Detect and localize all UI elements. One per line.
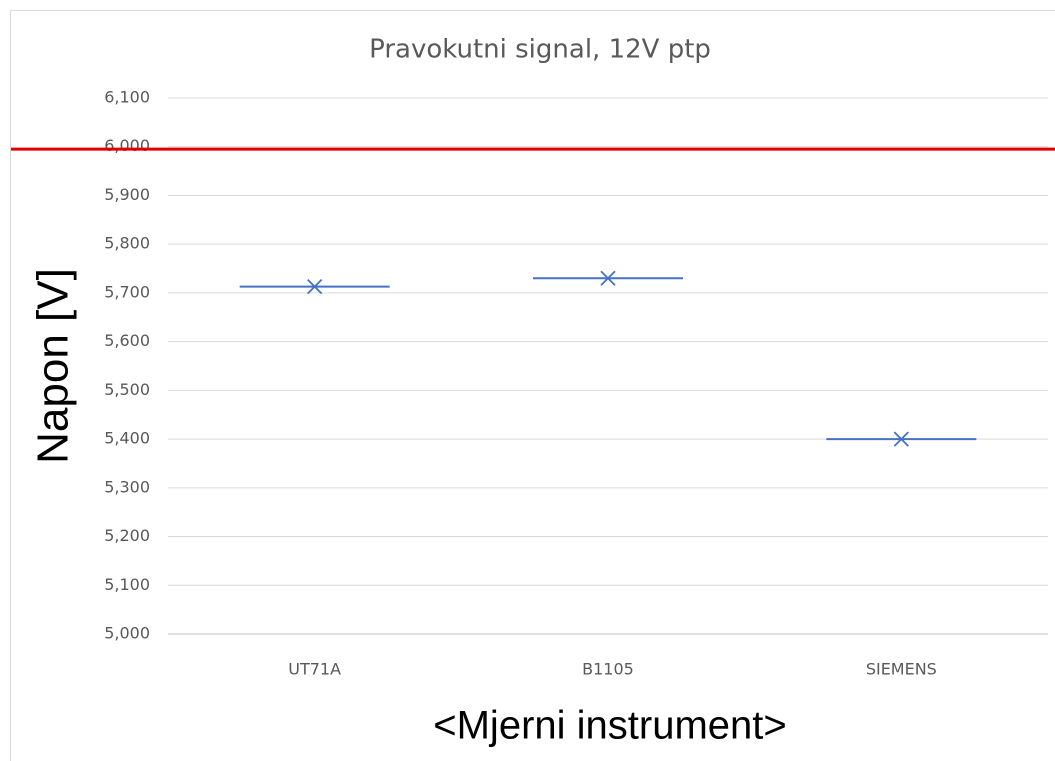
mean-marker [307, 278, 323, 295]
y-tick-label: 5,400 [104, 429, 150, 448]
y-tick-label: 5,000 [104, 624, 150, 643]
mean-marker [893, 431, 909, 447]
x-axis-label: <Mjerni instrument> [433, 704, 786, 748]
chart-title: Pravokutni signal, 12V ptp [369, 35, 711, 65]
y-tick-label: 5,100 [104, 575, 150, 594]
y-tick-label: 5,200 [104, 526, 150, 545]
x-tick-label: SIEMENS [866, 660, 937, 679]
y-tick-label: 6,100 [104, 88, 150, 107]
y-tick-label: 6,000 [104, 136, 150, 155]
y-tick-label: 5,700 [104, 282, 150, 301]
y-tick-label: 5,800 [104, 234, 150, 253]
mean-marker [600, 270, 616, 286]
chart-border [10, 10, 1055, 761]
y-tick-label: 5,300 [104, 477, 150, 496]
y-axis-label: Napon [V] [29, 268, 78, 464]
y-tick-label: 5,900 [104, 185, 150, 204]
y-tick-label: 5,500 [104, 380, 150, 399]
x-tick-label: B1105 [582, 660, 634, 679]
y-tick-label: 5,600 [104, 331, 150, 350]
x-tick-label: UT71A [288, 660, 341, 679]
